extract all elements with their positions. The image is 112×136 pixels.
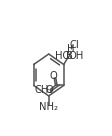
Text: B: B <box>66 51 73 61</box>
Text: OH: OH <box>69 51 84 61</box>
Text: H: H <box>67 44 74 54</box>
Text: O: O <box>50 71 57 81</box>
Text: NH₂: NH₂ <box>39 102 58 112</box>
Text: CH₃: CH₃ <box>35 85 53 95</box>
Text: O: O <box>45 85 53 95</box>
Text: HO: HO <box>55 51 70 61</box>
Text: Cl: Cl <box>69 40 79 50</box>
